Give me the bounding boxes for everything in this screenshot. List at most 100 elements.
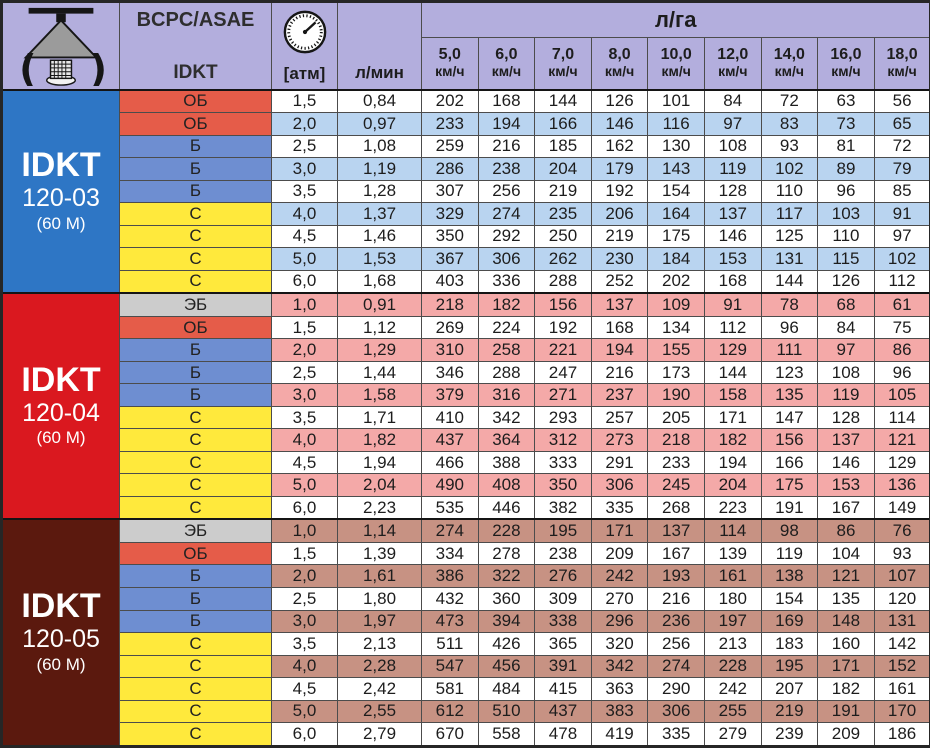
rate-cell: 391 bbox=[534, 654, 592, 679]
flow-cell: 1,19 bbox=[337, 157, 422, 181]
rate-cell: 93 bbox=[873, 541, 930, 566]
pressure-cell: 4,5 bbox=[271, 450, 338, 475]
class-cell: С bbox=[119, 677, 272, 701]
rate-cell: 271 bbox=[534, 383, 592, 407]
rate-cell: 126 bbox=[817, 269, 875, 294]
flow-cell: 2,79 bbox=[337, 722, 422, 747]
flow-cell: 0,91 bbox=[337, 292, 422, 317]
rate-cell: 329 bbox=[421, 202, 479, 226]
svg-text:(: ( bbox=[19, 47, 36, 86]
pressure-cell: 6,0 bbox=[271, 495, 338, 520]
rate-cell: 84 bbox=[703, 88, 762, 114]
rate-cell: 126 bbox=[590, 88, 649, 114]
pressure-cell: 3,0 bbox=[271, 383, 338, 407]
rate-cell: 274 bbox=[477, 202, 536, 226]
pressure-cell: 4,5 bbox=[271, 677, 338, 701]
flow-cell: 0,97 bbox=[337, 112, 422, 136]
rate-cell: 72 bbox=[760, 88, 819, 114]
rate-cell: 360 bbox=[477, 587, 536, 611]
rate-cell: 216 bbox=[647, 587, 705, 611]
rate-cell: 235 bbox=[534, 202, 592, 226]
pressure-cell: 4,0 bbox=[271, 428, 338, 452]
rate-cell: 216 bbox=[590, 360, 649, 385]
rate-cell: 75 bbox=[873, 315, 930, 340]
rate-cell: 83 bbox=[760, 112, 819, 136]
rate-cell: 382 bbox=[534, 495, 592, 520]
flow-cell: 1,46 bbox=[337, 224, 422, 249]
class-cell: Б bbox=[119, 338, 272, 362]
rate-cell: 202 bbox=[647, 269, 705, 294]
rate-cell: 167 bbox=[817, 495, 875, 520]
rate-cell: 255 bbox=[703, 699, 762, 724]
rate-cell: 96 bbox=[760, 315, 819, 340]
class-cell: ОБ bbox=[119, 315, 272, 340]
pressure-cell: 3,0 bbox=[271, 609, 338, 634]
rate-cell: 195 bbox=[534, 518, 592, 543]
svg-text:): ) bbox=[90, 47, 107, 86]
speed-header: 8,0 км/ч bbox=[590, 37, 649, 90]
pressure-header-cell: [атм] bbox=[271, 1, 338, 90]
table-row: ОБ 1,5 1,39 334 278 238 209 167 139 119 104 93 bbox=[2, 541, 930, 566]
class-cell: С bbox=[119, 654, 272, 679]
rate-cell: 160 bbox=[817, 632, 875, 656]
flow-cell: 1,28 bbox=[337, 179, 422, 204]
rate-cell: 386 bbox=[421, 564, 479, 588]
rate-cell: 63 bbox=[817, 88, 875, 114]
class-cell: Б bbox=[119, 360, 272, 385]
flow-cell: 0,84 bbox=[337, 88, 422, 114]
rate-cell: 179 bbox=[590, 157, 649, 181]
rate-cell: 432 bbox=[421, 587, 479, 611]
rate-cell: 342 bbox=[590, 654, 649, 679]
pressure-cell: 1,0 bbox=[271, 292, 338, 317]
pressure-cell: 2,5 bbox=[271, 587, 338, 611]
class-cell: ОБ bbox=[119, 112, 272, 136]
rate-cell: 137 bbox=[647, 518, 705, 543]
table-row: Б 3,0 1,19 286 238 204 179 143 119 102 89 79 bbox=[2, 157, 930, 181]
rate-cell: 410 bbox=[421, 405, 479, 430]
class-cell: ЭБ bbox=[119, 518, 272, 543]
rate-cell: 182 bbox=[817, 677, 875, 701]
rate-cell: 192 bbox=[590, 179, 649, 204]
rate-cell: 612 bbox=[421, 699, 479, 724]
pressure-unit-label: [атм] bbox=[283, 63, 326, 83]
rate-cell: 207 bbox=[760, 677, 819, 701]
rate-cell: 117 bbox=[760, 202, 819, 226]
rate-cell: 291 bbox=[590, 450, 649, 475]
class-cell: С bbox=[119, 632, 272, 656]
rate-cell: 310 bbox=[421, 338, 479, 362]
rate-cell: 144 bbox=[703, 360, 762, 385]
rate-cell: 168 bbox=[477, 88, 536, 114]
rate-cell: 192 bbox=[534, 315, 592, 340]
rate-cell: 154 bbox=[760, 587, 819, 611]
rate-cell: 364 bbox=[477, 428, 536, 452]
rate-cell: 73 bbox=[817, 112, 875, 136]
rate-cell: 125 bbox=[760, 224, 819, 249]
class-cell: С bbox=[119, 450, 272, 475]
table-row: ОБ 2,0 0,97 233 194 166 146 116 97 83 73 65 bbox=[2, 112, 930, 136]
rate-cell: 419 bbox=[590, 722, 649, 747]
table-row: Б 3,5 1,28 307 256 219 192 154 128 110 96 85 bbox=[2, 179, 930, 204]
rate-cell: 288 bbox=[534, 269, 592, 294]
class-cell: Б bbox=[119, 179, 272, 204]
rate-cell: 191 bbox=[817, 699, 875, 724]
rate-cell: 270 bbox=[590, 587, 649, 611]
rate-cell: 221 bbox=[534, 338, 592, 362]
rate-cell: 535 bbox=[421, 495, 479, 520]
rate-cell: 109 bbox=[647, 292, 705, 317]
rate-cell: 107 bbox=[873, 564, 930, 588]
rate-cell: 335 bbox=[647, 722, 705, 747]
rate-cell: 437 bbox=[534, 699, 592, 724]
pressure-cell: 3,5 bbox=[271, 405, 338, 430]
rate-cell: 110 bbox=[817, 224, 875, 249]
rate-cell: 183 bbox=[760, 632, 819, 656]
rate-cell: 197 bbox=[703, 609, 762, 634]
flow-cell: 1,39 bbox=[337, 541, 422, 566]
rate-cell: 121 bbox=[817, 564, 875, 588]
section-label-120-04: IDKT 120-04 (60 M) bbox=[1, 292, 120, 520]
rate-cell: 129 bbox=[703, 338, 762, 362]
rate-cell: 169 bbox=[760, 609, 819, 634]
rate-cell: 237 bbox=[590, 383, 649, 407]
rate-cell: 510 bbox=[477, 699, 536, 724]
rate-cell: 269 bbox=[421, 315, 479, 340]
